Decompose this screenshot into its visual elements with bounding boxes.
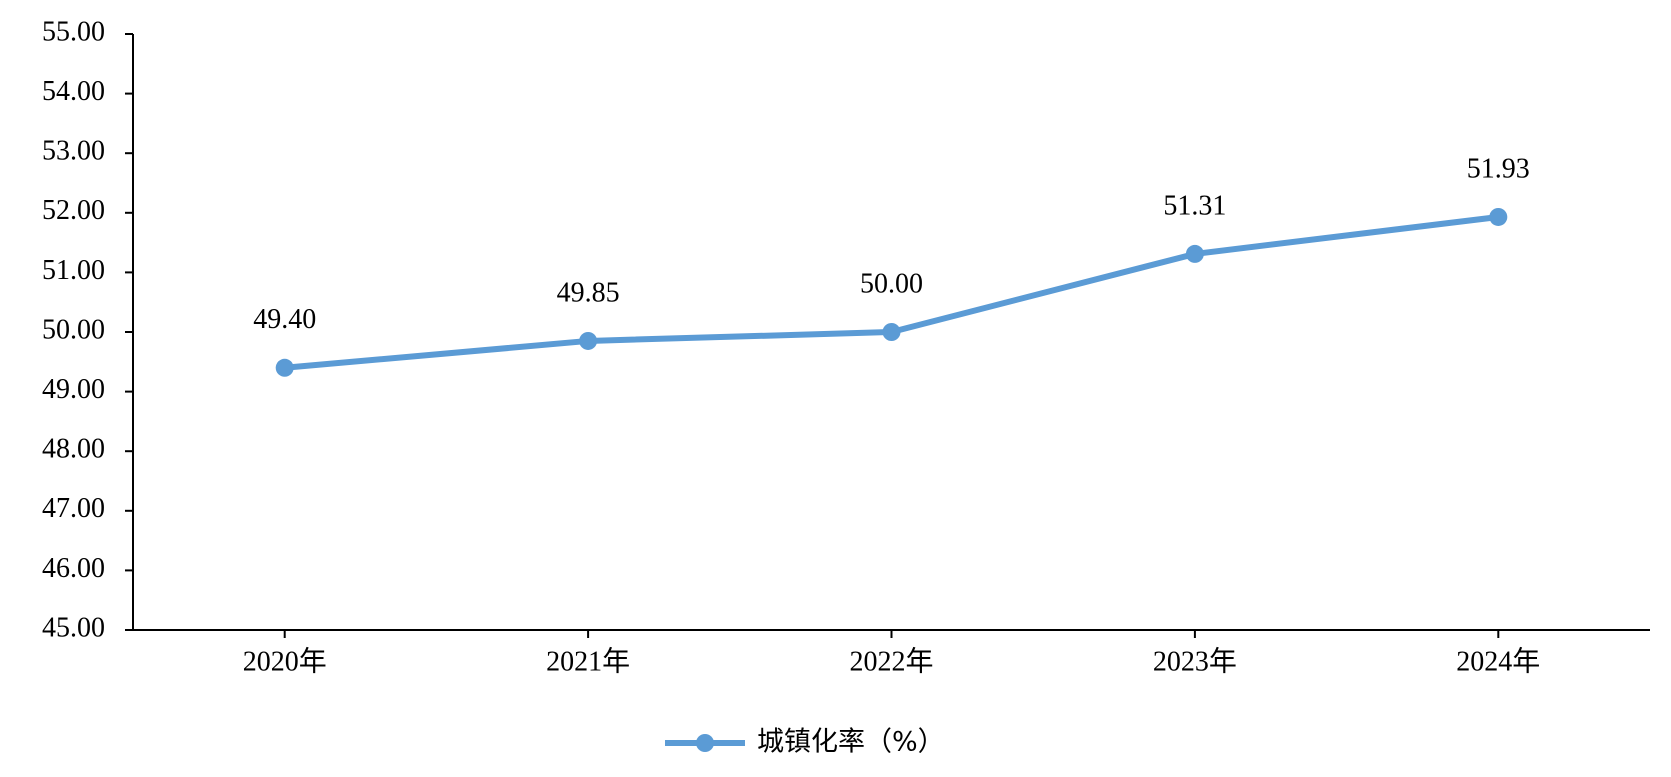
y-tick-label: 45.00 bbox=[42, 612, 105, 643]
legend-label: 城镇化率（%） bbox=[757, 727, 945, 758]
y-tick-label: 53.00 bbox=[42, 136, 105, 167]
data-point bbox=[882, 323, 901, 341]
x-tick-label: 2020年 bbox=[243, 645, 327, 677]
y-tick-label: 48.00 bbox=[42, 434, 105, 465]
legend-marker bbox=[696, 734, 714, 752]
y-tick-label: 51.00 bbox=[42, 255, 105, 286]
x-tick-label: 2021年 bbox=[546, 645, 630, 677]
y-tick-label: 50.00 bbox=[42, 314, 105, 345]
y-tick-label: 49.00 bbox=[42, 374, 105, 405]
data-label: 49.40 bbox=[253, 304, 316, 335]
data-label: 51.31 bbox=[1163, 190, 1226, 221]
data-point bbox=[1489, 207, 1508, 226]
data-label: 51.93 bbox=[1467, 153, 1530, 184]
y-tick-label: 46.00 bbox=[42, 553, 105, 584]
data-label: 49.85 bbox=[557, 277, 620, 308]
data-point bbox=[275, 358, 294, 377]
data-point bbox=[579, 331, 598, 350]
y-tick-label: 47.00 bbox=[42, 493, 105, 524]
x-tick-label: 2023年 bbox=[1153, 645, 1237, 677]
data-label: 50.00 bbox=[860, 268, 923, 299]
x-tick-label: 2022年 bbox=[849, 645, 933, 677]
x-tick-label: 2024年 bbox=[1456, 645, 1540, 677]
y-tick-label: 54.00 bbox=[42, 76, 105, 107]
data-point bbox=[1185, 244, 1204, 263]
y-tick-label: 55.00 bbox=[42, 16, 105, 47]
y-tick-label: 52.00 bbox=[42, 195, 105, 226]
